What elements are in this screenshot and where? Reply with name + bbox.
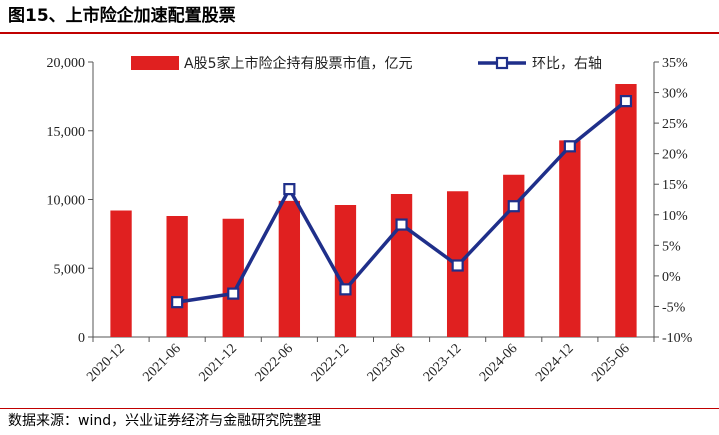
bar bbox=[110, 210, 132, 337]
x-tick-label: 2024-12 bbox=[533, 341, 577, 385]
x-tick-label: 2023-06 bbox=[365, 341, 409, 385]
left-tick-label: 20,000 bbox=[47, 56, 86, 71]
chart-title: 图15、上市险企加速配置股票 bbox=[8, 6, 236, 26]
legend-bar-label: A股5家上市险企持有股票市值，亿元 bbox=[184, 55, 412, 72]
bar bbox=[615, 84, 637, 337]
left-tick-label: 5,000 bbox=[54, 262, 86, 277]
x-tick-label: 2023-12 bbox=[421, 341, 465, 385]
right-tick-label: 30% bbox=[662, 87, 688, 102]
line-point bbox=[451, 259, 464, 272]
bar bbox=[166, 216, 188, 337]
left-tick-label: 0 bbox=[78, 331, 85, 346]
line-series bbox=[171, 95, 633, 309]
line-point bbox=[339, 283, 352, 296]
x-tick-label: 2022-06 bbox=[253, 341, 297, 385]
legend-bar-swatch bbox=[131, 56, 179, 70]
right-tick-label: 0% bbox=[662, 270, 681, 285]
line-point bbox=[171, 296, 184, 309]
line-point bbox=[395, 218, 408, 231]
line-point bbox=[283, 183, 296, 196]
chart: 0 5,000 10,000 15,000 20,000 -10% -5% 0% 5% 10% 15… bbox=[47, 55, 693, 385]
right-tick-label: 25% bbox=[662, 117, 688, 132]
axes: 0 5,000 10,000 15,000 20,000 -10% -5% 0% 5% 10% 15… bbox=[47, 56, 693, 385]
bar bbox=[222, 218, 244, 337]
left-tick-label: 15,000 bbox=[47, 125, 86, 140]
left-tick-label: 10,000 bbox=[47, 194, 86, 209]
line-point bbox=[563, 140, 576, 153]
x-tick-label: 2024-06 bbox=[477, 341, 521, 385]
bar bbox=[334, 205, 357, 337]
right-tick-label: -5% bbox=[662, 300, 686, 315]
source-note: 数据来源：wind，兴业证券经济与金融研究院整理 bbox=[8, 413, 322, 429]
x-tick-label: 2020-12 bbox=[84, 341, 128, 385]
bar bbox=[390, 194, 413, 337]
legend: A股5家上市险企持有股票市值，亿元 环比，右轴 bbox=[131, 55, 602, 72]
x-tick-label: 2021-06 bbox=[140, 341, 184, 385]
right-tick-label: -10% bbox=[662, 331, 693, 346]
right-tick-label: 20% bbox=[662, 148, 688, 163]
x-tick-label: 2021-12 bbox=[196, 341, 240, 385]
x-tick-label: 2025-06 bbox=[589, 341, 633, 385]
title-divider bbox=[0, 32, 719, 34]
right-tick-label: 10% bbox=[662, 209, 688, 224]
source-divider bbox=[0, 408, 719, 409]
bar-series bbox=[110, 84, 637, 337]
bar bbox=[278, 200, 301, 337]
x-tick-label: 2022-12 bbox=[309, 341, 353, 385]
legend-line-marker bbox=[495, 56, 509, 70]
legend-line-label: 环比，右轴 bbox=[532, 56, 602, 72]
bar bbox=[503, 174, 525, 337]
line-point bbox=[507, 200, 520, 213]
right-tick-label: 5% bbox=[662, 239, 681, 254]
line-point bbox=[619, 95, 633, 108]
bar bbox=[559, 140, 581, 337]
right-tick-label: 35% bbox=[662, 56, 688, 71]
line-point bbox=[227, 287, 240, 300]
right-tick-label: 15% bbox=[662, 178, 688, 193]
